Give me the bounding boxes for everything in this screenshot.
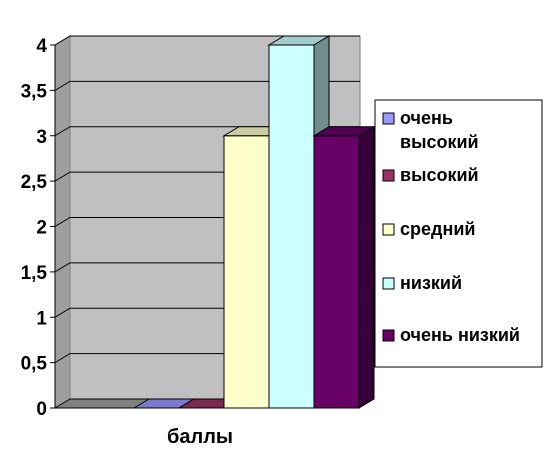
y-tick-label: 1,5: [21, 263, 48, 284]
y-tick-label: 1: [36, 308, 47, 329]
y-tick-label: 2,5: [21, 172, 48, 193]
x-category-label: баллы: [167, 426, 233, 448]
gridline: [54, 35, 360, 46]
legend: очень высокий высокий средний низкий очень ни…: [374, 99, 543, 368]
legend-label: средний: [400, 219, 475, 239]
legend-swatch: [382, 277, 395, 290]
legend-label: низкий: [400, 273, 462, 293]
legend-label: высокий: [400, 132, 479, 152]
y-tick-label: 0: [36, 399, 47, 420]
bar-front: [313, 135, 360, 409]
bar-front: [223, 135, 270, 409]
bar: [312, 125, 376, 409]
legend-swatch: [382, 169, 395, 182]
legend-swatch: [382, 112, 395, 125]
y-tick-label: 2: [36, 218, 47, 239]
y-tick-label: 0,5: [21, 354, 48, 375]
legend-label: очень низкий: [400, 325, 520, 345]
bar-front: [268, 44, 315, 409]
y-axis-ticks: 0 0,5 1 1,5 2 2,5 3 3,5 4: [21, 36, 56, 420]
legend-swatch: [382, 329, 395, 342]
gridline: [54, 80, 360, 91]
legend-box: [374, 99, 543, 368]
legend-swatch: [382, 223, 395, 236]
y-tick-label: 3,5: [21, 81, 48, 102]
bar-side: [358, 125, 375, 409]
y-tick-label: 3: [36, 127, 47, 148]
legend-label: очень: [400, 108, 453, 128]
y-tick-label: 4: [36, 36, 47, 57]
legend-label: высокий: [400, 165, 479, 185]
bars: [132, 35, 376, 409]
